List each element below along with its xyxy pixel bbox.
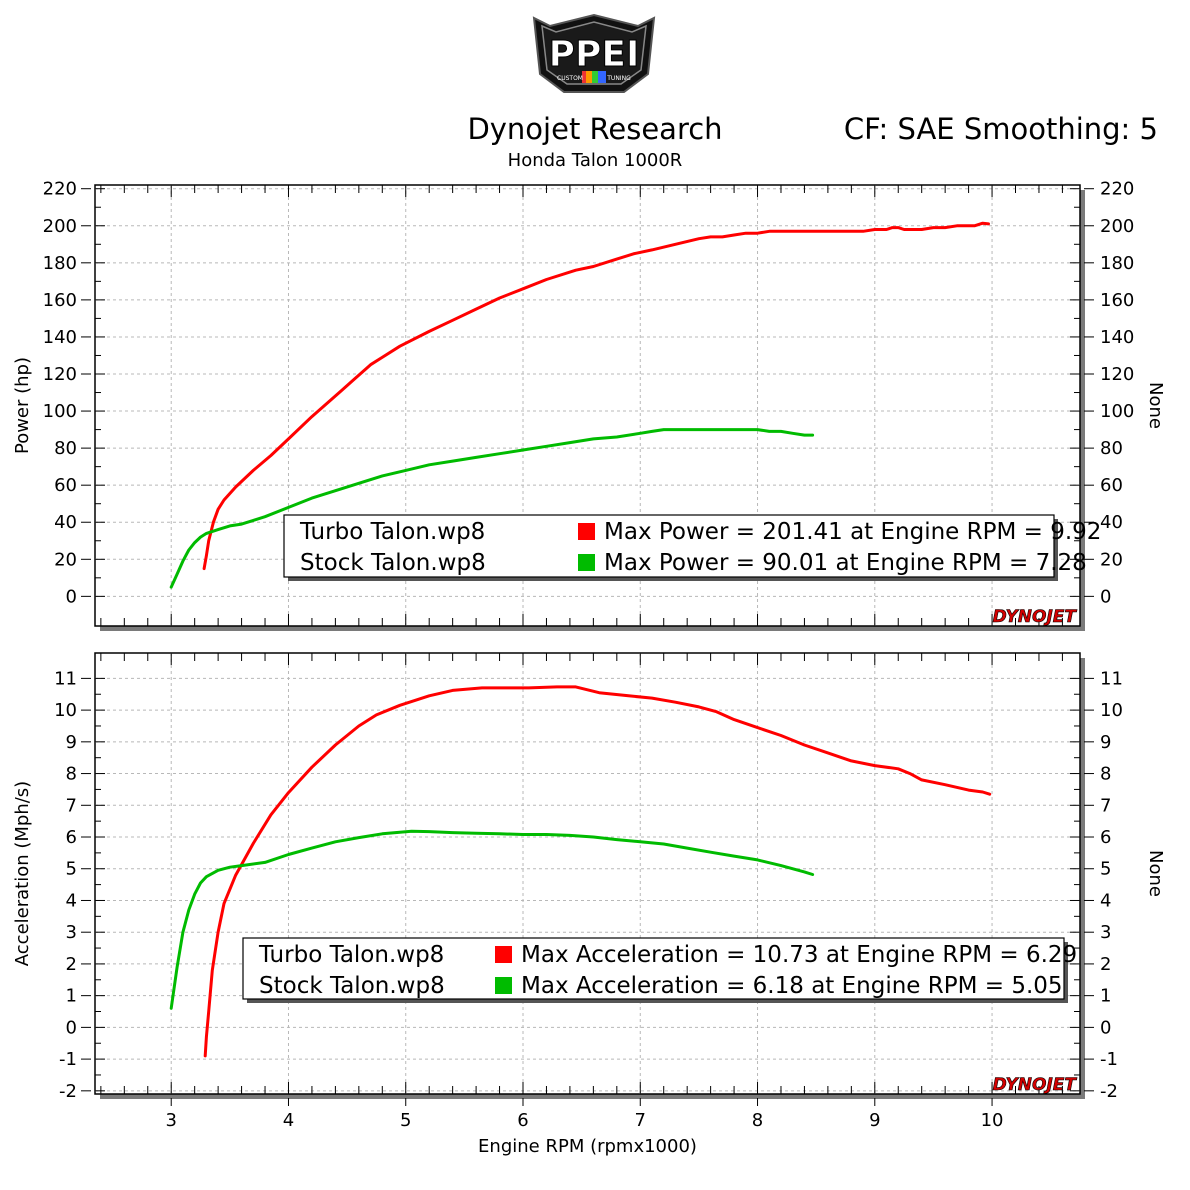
x-tick-label: 3	[165, 1110, 176, 1131]
legend-max-value: Max Acceleration = 6.18 at Engine RPM = …	[521, 973, 1063, 999]
y-tick-label: 20	[54, 549, 77, 570]
ppei-logo: PPEI CUSTOM TUNING	[532, 13, 656, 93]
x-tick-label: 10	[981, 1110, 1004, 1131]
series-line-stock	[169, 428, 815, 589]
y-tick-label: 160	[43, 290, 77, 311]
legend-swatch	[578, 523, 595, 540]
y-tick-label-right: -1	[1100, 1049, 1118, 1070]
y-tick-label: 3	[66, 922, 77, 943]
y-tick-label: 40	[54, 512, 77, 533]
legend-swatch	[495, 977, 512, 994]
y-axis-label: Acceleration (Mph/s)	[12, 781, 33, 966]
y-tick-label: 1	[66, 986, 77, 1007]
y-axis-label-right: None	[1145, 382, 1166, 429]
y-axis-label-right: None	[1145, 850, 1166, 897]
y-tick-label: 8	[66, 764, 77, 785]
x-tick-label: 6	[517, 1110, 528, 1131]
dynojet-watermark: DYNOJET	[993, 1075, 1078, 1095]
y-tick-label: 60	[54, 475, 77, 496]
y-tick-label-right: 2	[1100, 954, 1111, 975]
y-tick-label-right: 1	[1100, 986, 1111, 1007]
y-tick-label-right: 60	[1100, 475, 1123, 496]
series-line-stock	[169, 829, 815, 1010]
legend-file-label: Stock Talon.wp8	[300, 550, 486, 576]
legend-swatch	[578, 554, 595, 571]
y-tick-label: 7	[66, 795, 77, 816]
y-tick-label: 80	[54, 438, 77, 459]
y-tick-label: 2	[66, 954, 77, 975]
legend-max-value: Max Acceleration = 10.73 at Engine RPM =…	[521, 942, 1077, 968]
y-tick-label: 200	[43, 216, 77, 237]
y-tick-label: 10	[54, 700, 77, 721]
x-tick-label: 9	[869, 1110, 880, 1131]
y-tick-label: 4	[66, 890, 77, 911]
legend-file-label: Turbo Talon.wp8	[258, 942, 444, 968]
legend-file-label: Stock Talon.wp8	[259, 973, 445, 999]
y-tick-label: -2	[59, 1081, 77, 1102]
chart-subtitle: Honda Talon 1000R	[507, 150, 683, 171]
legend-max-value: Max Power = 201.41 at Engine RPM = 9.92	[604, 519, 1101, 545]
y-tick-label-right: 7	[1100, 795, 1111, 816]
y-tick-label: 140	[43, 327, 77, 348]
chart-title: Dynojet Research	[467, 112, 723, 146]
y-tick-label: 6	[66, 827, 77, 848]
y-tick-label-right: 180	[1100, 253, 1134, 274]
y-tick-label-right: 11	[1100, 668, 1123, 689]
y-tick-label-right: 80	[1100, 438, 1123, 459]
y-tick-label-right: 0	[1100, 1017, 1111, 1038]
legend-box	[242, 937, 1065, 1000]
legend-swatch	[495, 946, 512, 963]
series-line-turbo	[202, 221, 990, 571]
y-axis-label: Power (hp)	[12, 357, 33, 454]
y-tick-label: 11	[54, 668, 77, 689]
y-tick-label-right: 0	[1100, 586, 1111, 607]
logo-text: PPEI	[549, 34, 640, 75]
y-tick-label-right: 10	[1100, 700, 1123, 721]
y-tick-label-right: 8	[1100, 764, 1111, 785]
legend-max-value: Max Power = 90.01 at Engine RPM = 7.28	[604, 550, 1087, 576]
x-tick-label: 4	[283, 1110, 294, 1131]
y-tick-label: 220	[43, 179, 77, 200]
y-tick-label-right: 160	[1100, 290, 1134, 311]
y-tick-label-right: 40	[1100, 512, 1123, 533]
dynojet-watermark: DYNOJET	[993, 607, 1078, 627]
y-tick-label-right: 4	[1100, 890, 1111, 911]
y-tick-label: 120	[43, 364, 77, 385]
series-line-turbo	[203, 685, 992, 1058]
y-tick-label: 0	[66, 1017, 77, 1038]
y-tick-label-right: 3	[1100, 922, 1111, 943]
y-tick-label-right: 120	[1100, 364, 1134, 385]
logo-subtext-left: CUSTOM	[557, 75, 583, 82]
y-tick-label: 100	[43, 401, 77, 422]
y-tick-label-right: 100	[1100, 401, 1134, 422]
acceleration-panel: -2 -1 0 1 2 3 4 5 6 7 8 9 10 11 -2 -1 0 1 2 3 4 5 6 7 8 9 10 11 Acce…	[12, 652, 1166, 1157]
y-tick-label: -1	[59, 1049, 77, 1070]
y-tick-label-right: 9	[1100, 732, 1111, 753]
x-tick-label: 5	[400, 1110, 411, 1131]
y-tick-label-right: 200	[1100, 216, 1134, 237]
y-tick-label-right: 5	[1100, 859, 1111, 880]
y-tick-label-right: 220	[1100, 179, 1134, 200]
y-tick-label: 5	[66, 859, 77, 880]
x-tick-label: 8	[752, 1110, 763, 1131]
legend-box	[283, 514, 1055, 578]
plot-area	[94, 652, 1081, 1095]
y-tick-label-right: 20	[1100, 549, 1123, 570]
legend-file-label: Turbo Talon.wp8	[299, 519, 485, 545]
y-tick-label-right: 6	[1100, 827, 1111, 848]
power-panel: 0 20 40 60 80 100 120 140 160 180 200 220 0 20 40 60 80 1…	[12, 179, 1166, 631]
y-tick-label: 0	[66, 586, 77, 607]
x-axis-label: Engine RPM (rpmx1000)	[478, 1136, 697, 1157]
y-tick-label-right: 140	[1100, 327, 1134, 348]
x-tick-label: 7	[635, 1110, 646, 1131]
logo-subtext-right: TUNING	[606, 75, 631, 82]
y-tick-label: 9	[66, 732, 77, 753]
y-tick-label-right: -2	[1100, 1081, 1118, 1102]
correction-settings: CF: SAE Smoothing: 5	[843, 112, 1158, 146]
y-tick-label: 180	[43, 253, 77, 274]
